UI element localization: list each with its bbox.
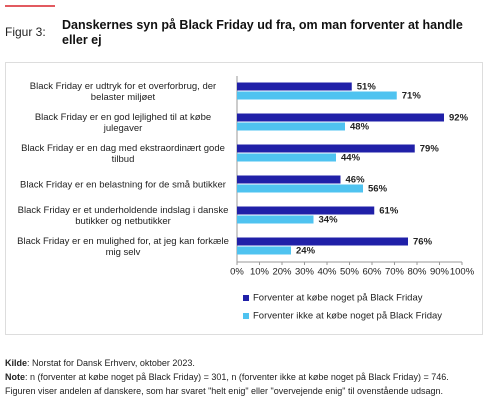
bar xyxy=(237,91,397,100)
description: Figuren viser andelen af danskere, som h… xyxy=(5,386,444,396)
bar xyxy=(237,184,363,193)
note: Note: n (forventer at købe noget på Blac… xyxy=(5,372,449,382)
value-label: 71% xyxy=(402,91,422,102)
value-label: 76% xyxy=(413,237,433,248)
figure-label: Figur 3: xyxy=(5,25,46,39)
x-tick-label: 80% xyxy=(407,267,427,278)
legend-swatch xyxy=(243,295,249,301)
note-label: Note xyxy=(5,372,25,382)
bar xyxy=(237,113,444,122)
source: Kilde: Norstat for Dansk Erhverv, oktobe… xyxy=(5,358,195,368)
bar xyxy=(237,206,375,215)
bar xyxy=(237,122,345,131)
legend-label: Forventer ikke at købe noget på Black Fr… xyxy=(253,311,442,322)
x-tick-label: 100% xyxy=(450,267,475,278)
x-tick-label: 50% xyxy=(340,267,360,278)
category-label: Black Friday er en dag med ekstraordinær… xyxy=(21,142,225,165)
x-tick-label: 60% xyxy=(362,267,382,278)
source-label: Kilde xyxy=(5,358,28,368)
bar xyxy=(237,175,341,184)
value-label: 34% xyxy=(319,215,339,226)
value-label: 48% xyxy=(350,122,370,133)
category-label: Black Friday er udtryk for et overforbru… xyxy=(29,80,217,103)
x-tick-label: 70% xyxy=(385,267,405,278)
category-label: Black Friday er en god lejlighed til at … xyxy=(34,111,212,134)
chart-title: Danskernes syn på Black Friday ud fra, o… xyxy=(62,18,463,47)
legend-swatch xyxy=(243,313,249,319)
category-label: Black Friday er en belastning for de små… xyxy=(20,179,226,190)
bar xyxy=(237,144,415,153)
value-label: 79% xyxy=(420,144,440,155)
value-label: 46% xyxy=(346,175,366,186)
value-label: 51% xyxy=(357,82,377,93)
bar xyxy=(237,246,291,255)
bar xyxy=(237,215,314,224)
x-tick-label: 10% xyxy=(250,267,270,278)
bar xyxy=(237,82,352,91)
x-tick-label: 40% xyxy=(317,267,337,278)
x-tick-label: 90% xyxy=(430,267,450,278)
x-tick-label: 30% xyxy=(295,267,315,278)
category-label: Black Friday er et underholdende indslag… xyxy=(17,204,229,227)
value-label: 61% xyxy=(379,206,399,217)
source-text: : Norstat for Dansk Erhverv, oktober 202… xyxy=(27,358,195,368)
x-tick-label: 20% xyxy=(272,267,292,278)
value-label: 56% xyxy=(368,184,388,195)
bar xyxy=(237,237,408,246)
value-label: 44% xyxy=(341,153,361,164)
value-label: 92% xyxy=(449,113,469,124)
value-label: 24% xyxy=(296,246,316,257)
note-text: : n (forventer at købe noget på Black Fr… xyxy=(25,372,449,382)
bar xyxy=(237,153,336,162)
category-label: Black Friday er en mulighed for, at jeg … xyxy=(17,235,229,258)
legend-label: Forventer at købe noget på Black Friday xyxy=(253,293,423,304)
chart-frame xyxy=(5,62,483,335)
x-tick-label: 0% xyxy=(230,267,244,278)
